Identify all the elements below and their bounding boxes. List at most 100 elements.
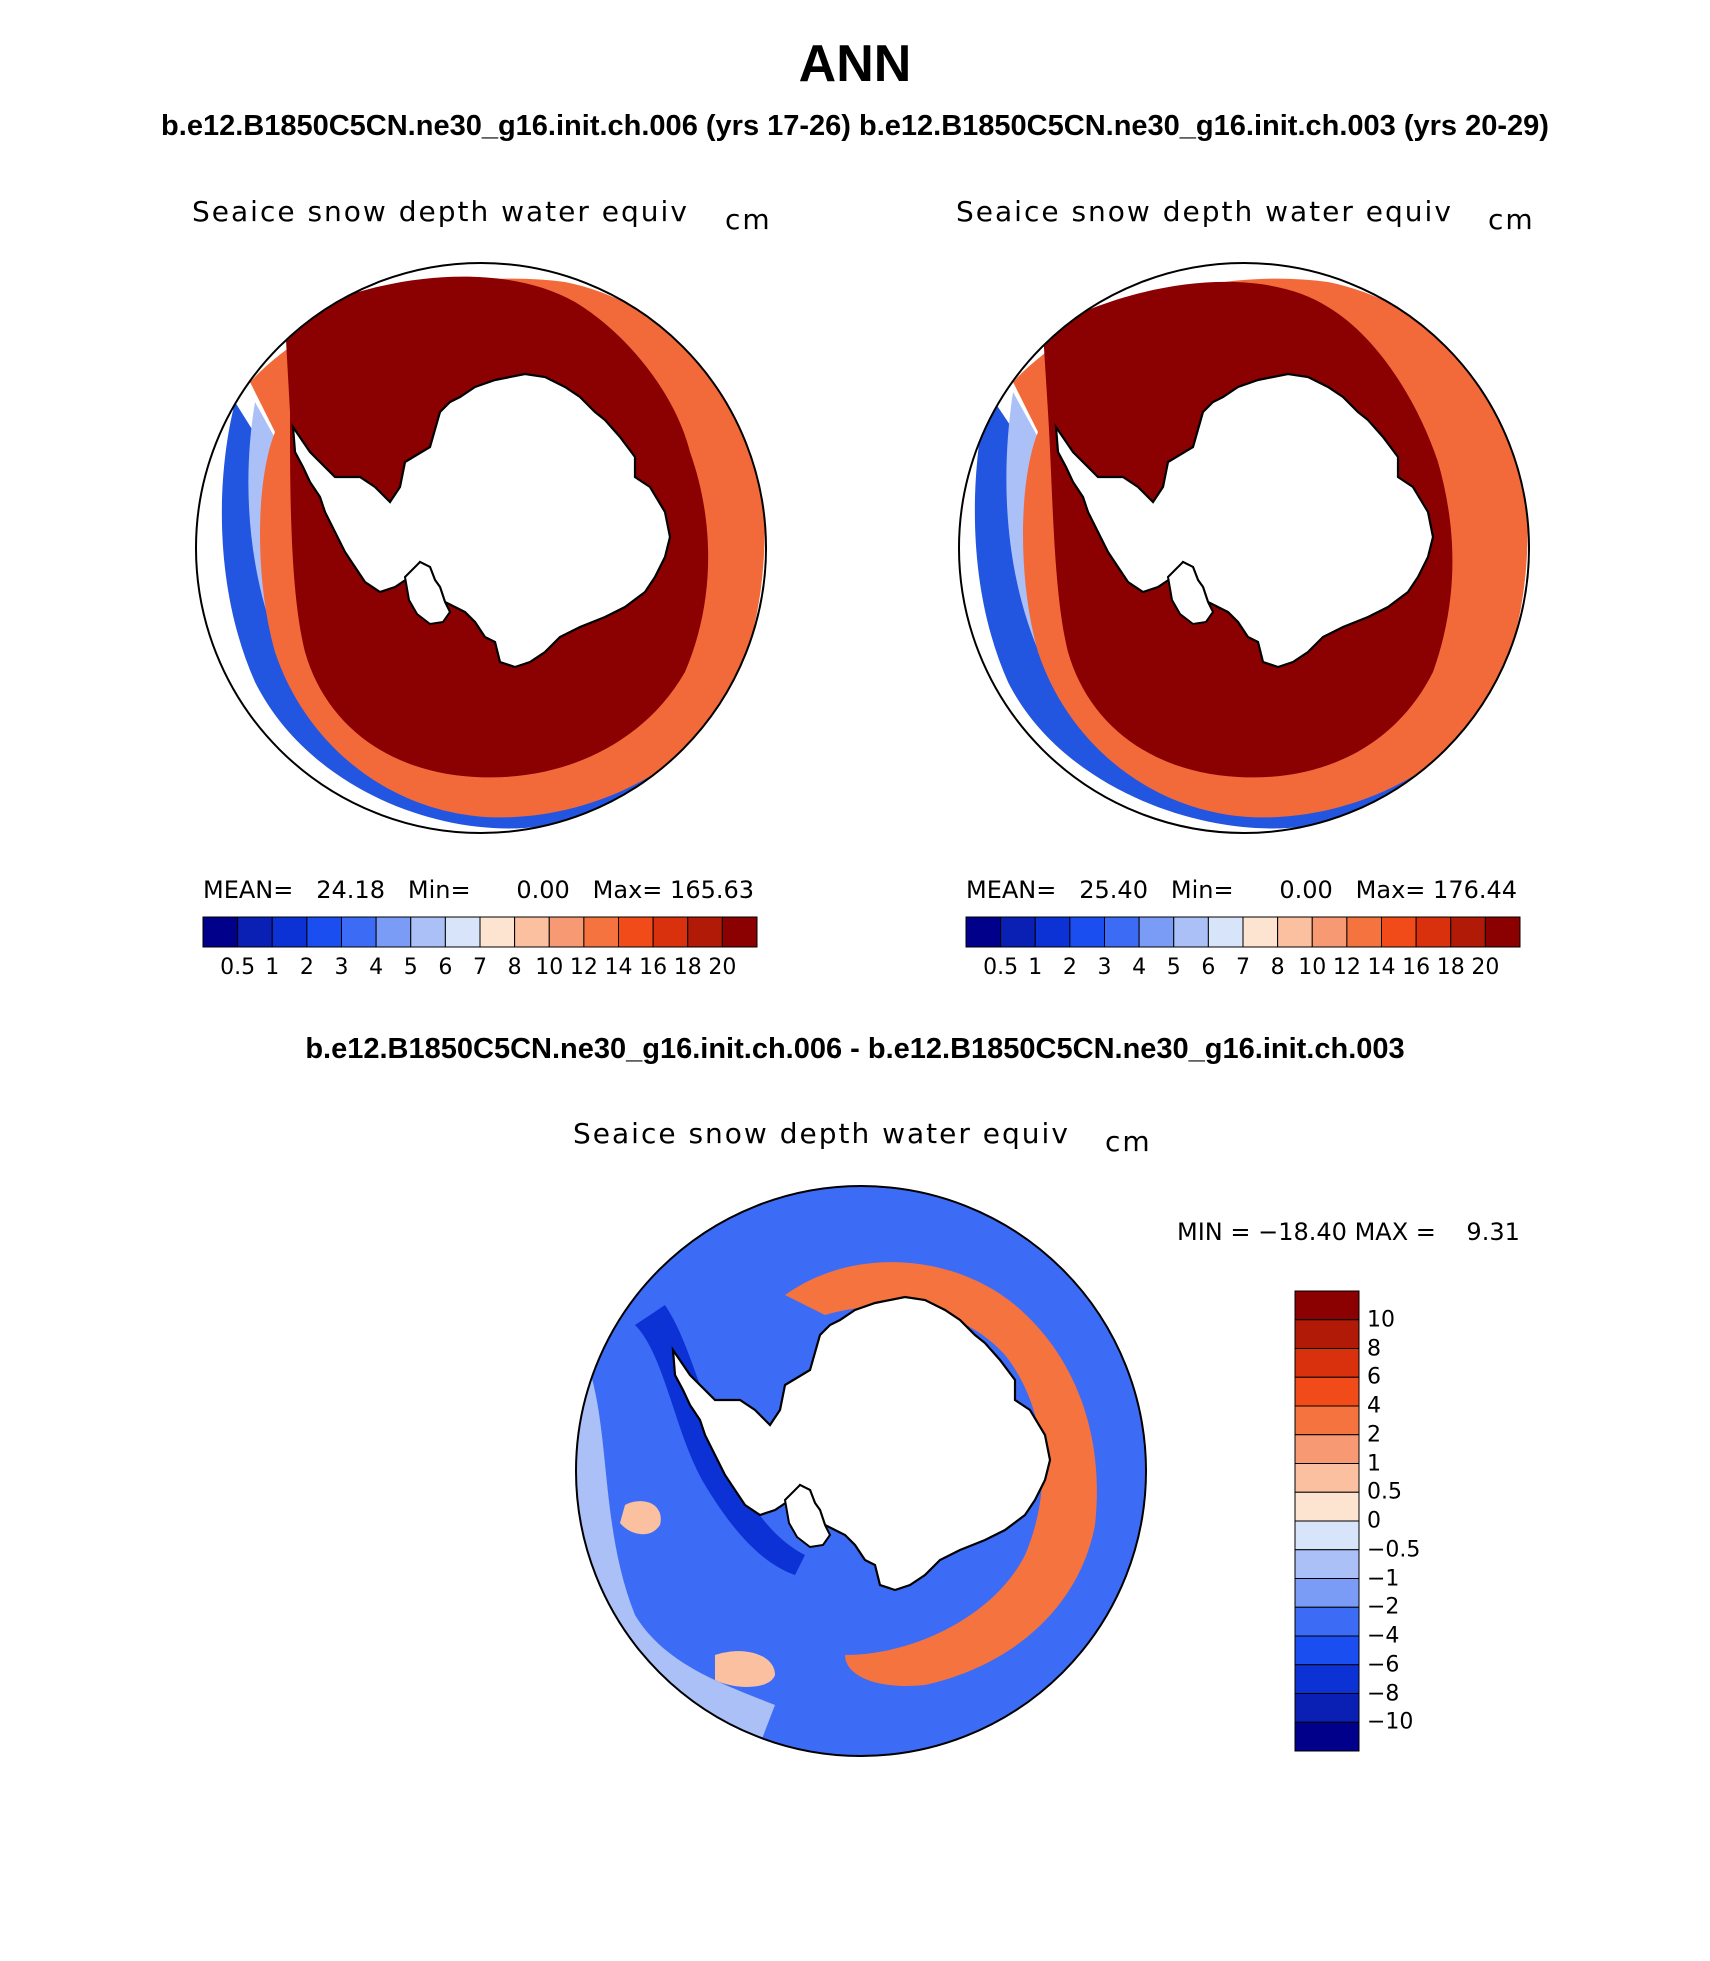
map-border (195, 262, 767, 834)
colorbar-swatch (618, 916, 654, 948)
colorbar-tick-label: 3 (1097, 955, 1112, 980)
colorbar-labels-case-006: 0.5 1 2 3 4 5 6 7 8 10 12 14 16 18 20 (203, 955, 757, 985)
map-case-003 (958, 262, 1530, 834)
ross-ice-shelf (403, 560, 452, 626)
panel-units-difference: cm (1105, 1125, 1152, 1158)
figure-subtitle-diff: b.e12.B1850C5CN.ne30_g16.init.ch.006 - b… (305, 1033, 1405, 1065)
colorbar-tick-label: 1 (265, 955, 280, 980)
colorbar-tick-label: 12 (1332, 955, 1361, 980)
colorbar-tick-label: 20 (1471, 955, 1500, 980)
stats-max-value: 176.44 (1433, 876, 1518, 904)
colorbar-swatch (1034, 916, 1071, 948)
colorbar-tick-label: 2 (1062, 955, 1077, 980)
colorbar-swatch (1294, 1491, 1360, 1522)
map-difference (575, 1185, 1147, 1757)
colorbar-tick-label: 6 (438, 955, 453, 980)
colorbar-swatch (1294, 1664, 1360, 1694)
map-case-006 (195, 262, 767, 834)
colorbar-case-003 (965, 916, 1521, 948)
colorbar-swatch (1294, 1348, 1360, 1378)
colorbar-tick-label: 0.5 (1367, 1479, 1402, 1505)
figure-title: ANN (798, 35, 912, 93)
colorbar-tick-label: −10 (1367, 1709, 1414, 1735)
panel-units-case-003: cm (1488, 203, 1535, 236)
stats-max-value: 9.31 (1466, 1218, 1520, 1246)
colorbar-labels-difference: 10 8 6 4 2 1 0.5 0 −0.5 −1 −2 −4 −6 −8 −10 (1367, 1291, 1487, 1751)
colorbar-swatch (965, 916, 1002, 948)
colorbar-tick-label: 3 (334, 955, 349, 980)
colorbar-swatch (1294, 1319, 1360, 1349)
colorbar-swatch (652, 916, 689, 948)
antarctica-continent (1054, 372, 1435, 669)
colorbar-swatch (721, 916, 758, 948)
colorbar-tick-label: 1 (1367, 1451, 1381, 1476)
colorbar-swatch (1294, 1549, 1360, 1579)
map-border (575, 1185, 1147, 1757)
colorbar-swatch (479, 916, 516, 948)
colorbar-tick-label: 12 (569, 955, 598, 980)
colorbar-difference (1294, 1290, 1360, 1752)
colorbar-tick-label: 0.5 (220, 955, 256, 980)
colorbar-swatch (548, 916, 585, 948)
colorbar-swatch (1294, 1635, 1360, 1666)
colorbar-swatch (444, 916, 481, 948)
colorbar-tick-label: 18 (673, 955, 702, 980)
stats-case-006: MEAN= 24.18 Min= 0.00 Max= 165.63 (203, 876, 754, 904)
colorbar-tick-label: 8 (1367, 1336, 1381, 1361)
colorbar-swatch (583, 916, 619, 948)
stats-max-value: 165.63 (670, 876, 755, 904)
colorbar-tick-label: 18 (1436, 955, 1465, 980)
colorbar-swatch (1000, 916, 1036, 948)
colorbar-swatch (514, 916, 550, 948)
colorbar-tick-label: 8 (1270, 955, 1285, 980)
colorbar-swatch (1381, 916, 1417, 948)
stats-min-label: Min= (1170, 876, 1234, 904)
colorbar-tick-label: 14 (1367, 955, 1396, 980)
stats-max-label: Max= (1355, 876, 1426, 904)
colorbar-tick-label: −8 (1367, 1681, 1400, 1706)
colorbar-swatch (271, 916, 308, 948)
colorbar-swatch (1294, 1606, 1360, 1637)
panel-title-case-006: Seaice snow depth water equiv (192, 195, 689, 228)
stats-mean-label: MEAN= (966, 876, 1057, 904)
stats-mean-value: 25.40 (1079, 876, 1148, 904)
colorbar-tick-label: 7 (1236, 955, 1250, 980)
colorbar-swatch (1346, 916, 1382, 948)
colorbar-swatch (687, 916, 723, 948)
stats-difference: MIN = −18.40 MAX = 9.31 (1177, 1218, 1520, 1246)
colorbar-swatch (1069, 916, 1105, 948)
stats-min-label: MIN = (1177, 1218, 1251, 1246)
colorbar-tick-label: 1 (1028, 955, 1043, 980)
stats-case-003: MEAN= 25.40 Min= 0.00 Max= 176.44 (966, 876, 1517, 904)
colorbar-swatch (1294, 1290, 1360, 1321)
colorbar-tick-label: 8 (507, 955, 522, 980)
colorbar-swatch (1415, 916, 1452, 948)
colorbar-tick-label: 4 (369, 955, 384, 980)
diff-pale-patch-1 (715, 1651, 775, 1687)
antarctica-continent (291, 372, 672, 669)
colorbar-tick-label: 5 (403, 955, 418, 980)
colorbar-swatch (306, 916, 342, 948)
stats-max-label: Max= (592, 876, 663, 904)
colorbar-tick-label: 10 (1367, 1307, 1395, 1333)
colorbar-swatch (1104, 916, 1140, 948)
colorbar-swatch (1173, 916, 1209, 948)
stats-min-value: 0.00 (1279, 876, 1333, 904)
colorbar-swatch (375, 916, 412, 948)
colorbar-tick-label: 7 (473, 955, 487, 980)
ross-ice-shelf (783, 1483, 832, 1549)
colorbar-swatch (410, 916, 446, 948)
colorbar-tick-label: 6 (1201, 955, 1216, 980)
diff-pale-patch-2 (620, 1501, 661, 1535)
colorbar-swatch (1294, 1520, 1360, 1551)
colorbar-tick-label: 4 (1367, 1393, 1381, 1419)
ross-ice-shelf (1166, 560, 1215, 626)
colorbar-tick-label: 20 (708, 955, 737, 980)
colorbar-tick-label: 16 (639, 955, 668, 980)
colorbar-swatch (1294, 1578, 1360, 1608)
colorbar-swatch (1311, 916, 1348, 948)
colorbar-labels-case-003: 0.5 1 2 3 4 5 6 7 8 10 12 14 16 18 20 (966, 955, 1520, 985)
map-border (958, 262, 1530, 834)
colorbar-tick-label: 0 (1367, 1508, 1381, 1534)
panel-title-case-003: Seaice snow depth water equiv (956, 195, 1453, 228)
